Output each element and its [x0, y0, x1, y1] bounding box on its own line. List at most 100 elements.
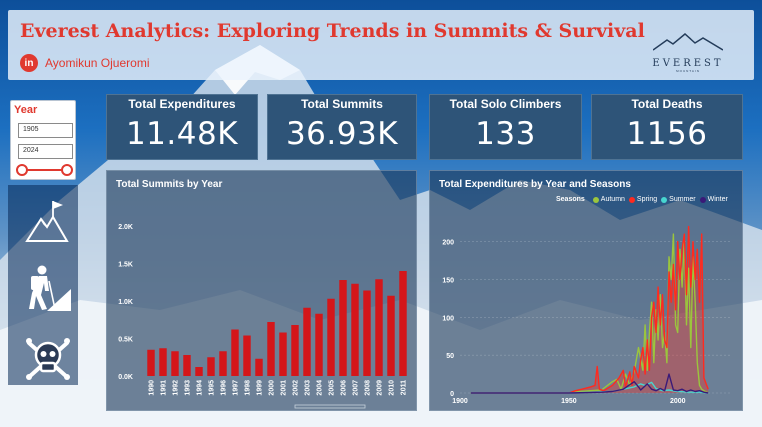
x-tick-label: 2001 [281, 380, 288, 396]
summits-by-year-panel[interactable]: Total Summits by Year 0.0K 0.5K 1.0K 1.5K 2.… [106, 170, 417, 411]
x-tick-label: 2007 [353, 380, 360, 396]
x-tick-label: 1999 [257, 380, 264, 396]
x-tick-label: 2003 [305, 380, 312, 396]
bar-2007[interactable] [351, 283, 359, 376]
x-tick-label: 1995 [209, 380, 216, 396]
skull-crossbones-icon [26, 338, 70, 380]
legend-dot-winter [699, 196, 706, 203]
bar-1996[interactable] [219, 351, 227, 376]
y-tick-label: 0.0K [118, 374, 133, 381]
x-tick-label: 2004 [317, 380, 324, 396]
bar-1992[interactable] [171, 351, 179, 376]
kpi-label: Total Solo Climbers [449, 97, 562, 111]
slicer-title: Year [14, 104, 38, 116]
bar-2002[interactable] [291, 325, 299, 376]
x-tick-label: 1998 [245, 380, 252, 396]
bar-2001[interactable] [279, 332, 287, 377]
y-tick-label: 50 [446, 353, 454, 360]
bar-2011[interactable] [399, 271, 407, 376]
x-tick-label: 1992 [173, 380, 180, 396]
x-tick-label: 1900 [452, 398, 468, 405]
legend-dot-summer [661, 196, 668, 203]
kpi-label: Total Expenditures [128, 97, 236, 111]
expenditures-by-season-panel[interactable]: Total Expenditures by Year and Seasons S… [429, 170, 743, 411]
x-tick-label: 2002 [293, 380, 300, 396]
x-tick-label: 2000 [670, 398, 686, 405]
series-line-spring[interactable] [470, 225, 709, 394]
bar-2006[interactable] [339, 280, 347, 376]
summit-flag-icon [25, 201, 69, 242]
x-tick-label: 1950 [561, 398, 577, 405]
x-tick-label: 2000 [269, 380, 276, 396]
legend-winter[interactable]: Winter [707, 196, 728, 203]
kpi-total-deaths: Total Deaths 1156 [591, 94, 743, 160]
y-tick-label: 100 [442, 315, 454, 322]
end-year-input[interactable]: 2024 [18, 144, 73, 159]
series-line-autumn[interactable] [470, 233, 709, 394]
x-tick-label: 1996 [221, 380, 228, 396]
series-line-winter[interactable] [470, 373, 709, 394]
chart-title: Total Expenditures by Year and Seasons [439, 179, 631, 190]
bar-1990[interactable] [147, 349, 155, 376]
year-slicer[interactable]: Year 1905 2024 [10, 100, 76, 180]
legend-summer[interactable]: Summer [669, 196, 696, 203]
legend-dot-spring [628, 196, 635, 203]
bar-2003[interactable] [303, 307, 311, 376]
bar-1994[interactable] [195, 367, 203, 376]
start-year-input[interactable]: 1905 [18, 123, 73, 138]
bar-1997[interactable] [231, 329, 239, 377]
bar-2008[interactable] [363, 290, 371, 377]
bar-1993[interactable] [183, 355, 191, 376]
x-tick-label: 2008 [365, 380, 372, 396]
linkedin-icon[interactable]: in [20, 54, 38, 72]
kpi-total-solo-climbers: Total Solo Climbers 133 [429, 94, 582, 160]
climber-icon [29, 265, 71, 311]
y-tick-label: 0 [450, 391, 454, 398]
y-tick-label: 150 [442, 278, 454, 285]
x-tick-label: 2011 [401, 380, 408, 395]
author-link[interactable]: in Ayomikun Ojueromi [20, 54, 149, 72]
kpi-value: 133 [475, 116, 536, 152]
everest-logo: EVEREST MOUNTAIN [650, 32, 726, 73]
page-title: Everest Analytics: Exploring Trends in S… [20, 20, 645, 42]
x-tick-label: 1991 [161, 380, 168, 396]
x-tick-label: 2005 [329, 380, 336, 396]
legend-autumn[interactable]: Autumn [600, 196, 625, 203]
header-bar: Everest Analytics: Exploring Trends in S… [8, 10, 754, 80]
bar-2005[interactable] [327, 298, 335, 376]
logo-sub: MOUNTAIN [676, 69, 700, 73]
author-name[interactable]: Ayomikun Ojueromi [45, 56, 150, 70]
bar-2010[interactable] [387, 295, 395, 376]
bar-1999[interactable] [255, 358, 263, 376]
x-tick-label: 2009 [377, 380, 384, 396]
expenditures-line-chart[interactable]: 0 50 100 150 200 1900 1950 2000 [430, 171, 744, 412]
kpi-value: 36.93K [285, 116, 399, 152]
bar-2009[interactable] [375, 279, 383, 376]
x-tick-label: 2010 [389, 380, 396, 396]
bar-1995[interactable] [207, 357, 215, 376]
mountain-logo-icon [652, 33, 724, 51]
bar-1998[interactable] [243, 335, 251, 377]
slider-end-handle[interactable] [61, 164, 73, 176]
chart-title: Total Summits by Year [116, 179, 223, 190]
y-tick-label: 1.0K [118, 299, 133, 306]
logo-word: EVEREST [652, 58, 724, 69]
summits-bar-chart[interactable]: 0.0K 0.5K 1.0K 1.5K 2.0K 1990 1991 1992 1993 1994… [107, 171, 418, 412]
y-tick-label: 0.5K [118, 337, 133, 344]
sidebar-icons [8, 185, 78, 385]
bar-1991[interactable] [159, 348, 167, 376]
kpi-total-expenditures: Total Expenditures 11.48K [106, 94, 258, 160]
year-slider-track[interactable] [23, 169, 69, 171]
legend-title: Seasons [556, 196, 585, 203]
kpi-total-summits: Total Summits 36.93K [267, 94, 417, 160]
x-tick-label: 1997 [233, 380, 240, 396]
scrollbar[interactable] [294, 404, 366, 409]
legend-spring[interactable]: Spring [636, 196, 658, 203]
slider-start-handle[interactable] [16, 164, 28, 176]
x-tick-label: 1994 [197, 380, 204, 396]
legend-dot-autumn [592, 196, 599, 203]
bar-2000[interactable] [267, 322, 275, 376]
kpi-value: 11.48K [125, 116, 239, 152]
season-legend[interactable]: Seasons Autumn Spring Summer Winter [556, 196, 728, 203]
bar-2004[interactable] [315, 313, 323, 376]
